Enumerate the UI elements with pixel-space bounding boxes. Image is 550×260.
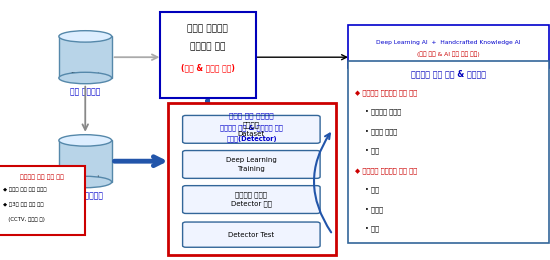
Text: 신규 고소작업: 신규 고소작업: [70, 87, 101, 96]
FancyBboxPatch shape: [183, 151, 320, 178]
Text: Deep Learning
Training: Deep Learning Training: [226, 157, 277, 172]
Text: Dataset: Dataset: [70, 176, 100, 185]
Text: 고소작업 위험 판별 & 모니터링: 고소작업 위험 판별 & 모니터링: [411, 70, 486, 79]
Text: 지능형 고소작업: 지능형 고소작업: [187, 24, 228, 33]
Bar: [59, 140, 112, 182]
FancyBboxPatch shape: [348, 61, 549, 243]
Text: (품질 & 유효성 검증): (품질 & 유효성 검증): [181, 63, 234, 72]
FancyBboxPatch shape: [160, 12, 256, 98]
Ellipse shape: [59, 31, 112, 42]
Text: • 비계: • 비계: [365, 186, 379, 193]
Text: Deep Learning AI  +  Handcrafted Knowledge AI: Deep Learning AI + Handcrafted Knowledge…: [376, 40, 521, 45]
Text: 고소작업 딥러닝
Detector 제작: 고소작업 딥러닝 Detector 제작: [231, 192, 272, 207]
Text: • 안전모 미착용: • 안전모 미착용: [365, 128, 397, 135]
Text: ◆ 제3자 시점 촬영 장비: ◆ 제3자 시점 촬영 장비: [3, 202, 44, 207]
FancyArrowPatch shape: [314, 134, 331, 232]
FancyBboxPatch shape: [0, 166, 85, 235]
FancyBboxPatch shape: [348, 25, 549, 68]
Text: • 기타: • 기타: [365, 225, 379, 232]
Text: • 기타: • 기타: [365, 147, 379, 154]
Text: (품질 검증 & AI 응용 모델 개발): (품질 검증 & AI 응용 모델 개발): [417, 51, 480, 57]
Text: ◆ 근로자의 불안전한 행동 탐지: ◆ 근로자의 불안전한 행동 탐지: [355, 89, 417, 96]
Ellipse shape: [59, 176, 112, 188]
Text: Detector Test: Detector Test: [228, 232, 274, 238]
Text: Dataset: Dataset: [70, 72, 100, 81]
FancyBboxPatch shape: [168, 103, 336, 255]
Text: ◆ 작업자 헬멧 부착 카메라: ◆ 작업자 헬멧 부착 카메라: [3, 187, 47, 192]
Text: 고소작업 영상 획득 장비: 고소작업 영상 획득 장비: [20, 175, 64, 180]
FancyBboxPatch shape: [183, 222, 320, 247]
FancyBboxPatch shape: [183, 186, 320, 213]
Text: (CCTV, 카메라 등): (CCTV, 카메라 등): [3, 217, 45, 223]
Text: 불안전한 행동 & 불안전한 상태: 불안전한 행동 & 불안전한 상태: [220, 125, 283, 131]
Text: 고소작업
Dataset: 고소작업 Dataset: [238, 122, 265, 137]
Ellipse shape: [59, 72, 112, 84]
Text: 위험판별 모델: 위험판별 모델: [190, 42, 225, 51]
FancyBboxPatch shape: [183, 115, 320, 143]
Text: 딥러닝 기반 고소작업: 딥러닝 기반 고소작업: [229, 112, 274, 119]
Text: • 사다리: • 사다리: [365, 206, 383, 213]
Text: • 안전고리 미체결: • 안전고리 미체결: [365, 108, 402, 115]
Text: 구축된 고소작업: 구축된 고소작업: [68, 191, 103, 200]
Text: 검출기(Detector): 검출기(Detector): [226, 136, 277, 142]
Ellipse shape: [59, 135, 112, 146]
Text: ◆ 기인물의 불안전한 상태 탐지: ◆ 기인물의 불안전한 상태 탐지: [355, 167, 417, 174]
Bar: [59, 36, 112, 78]
